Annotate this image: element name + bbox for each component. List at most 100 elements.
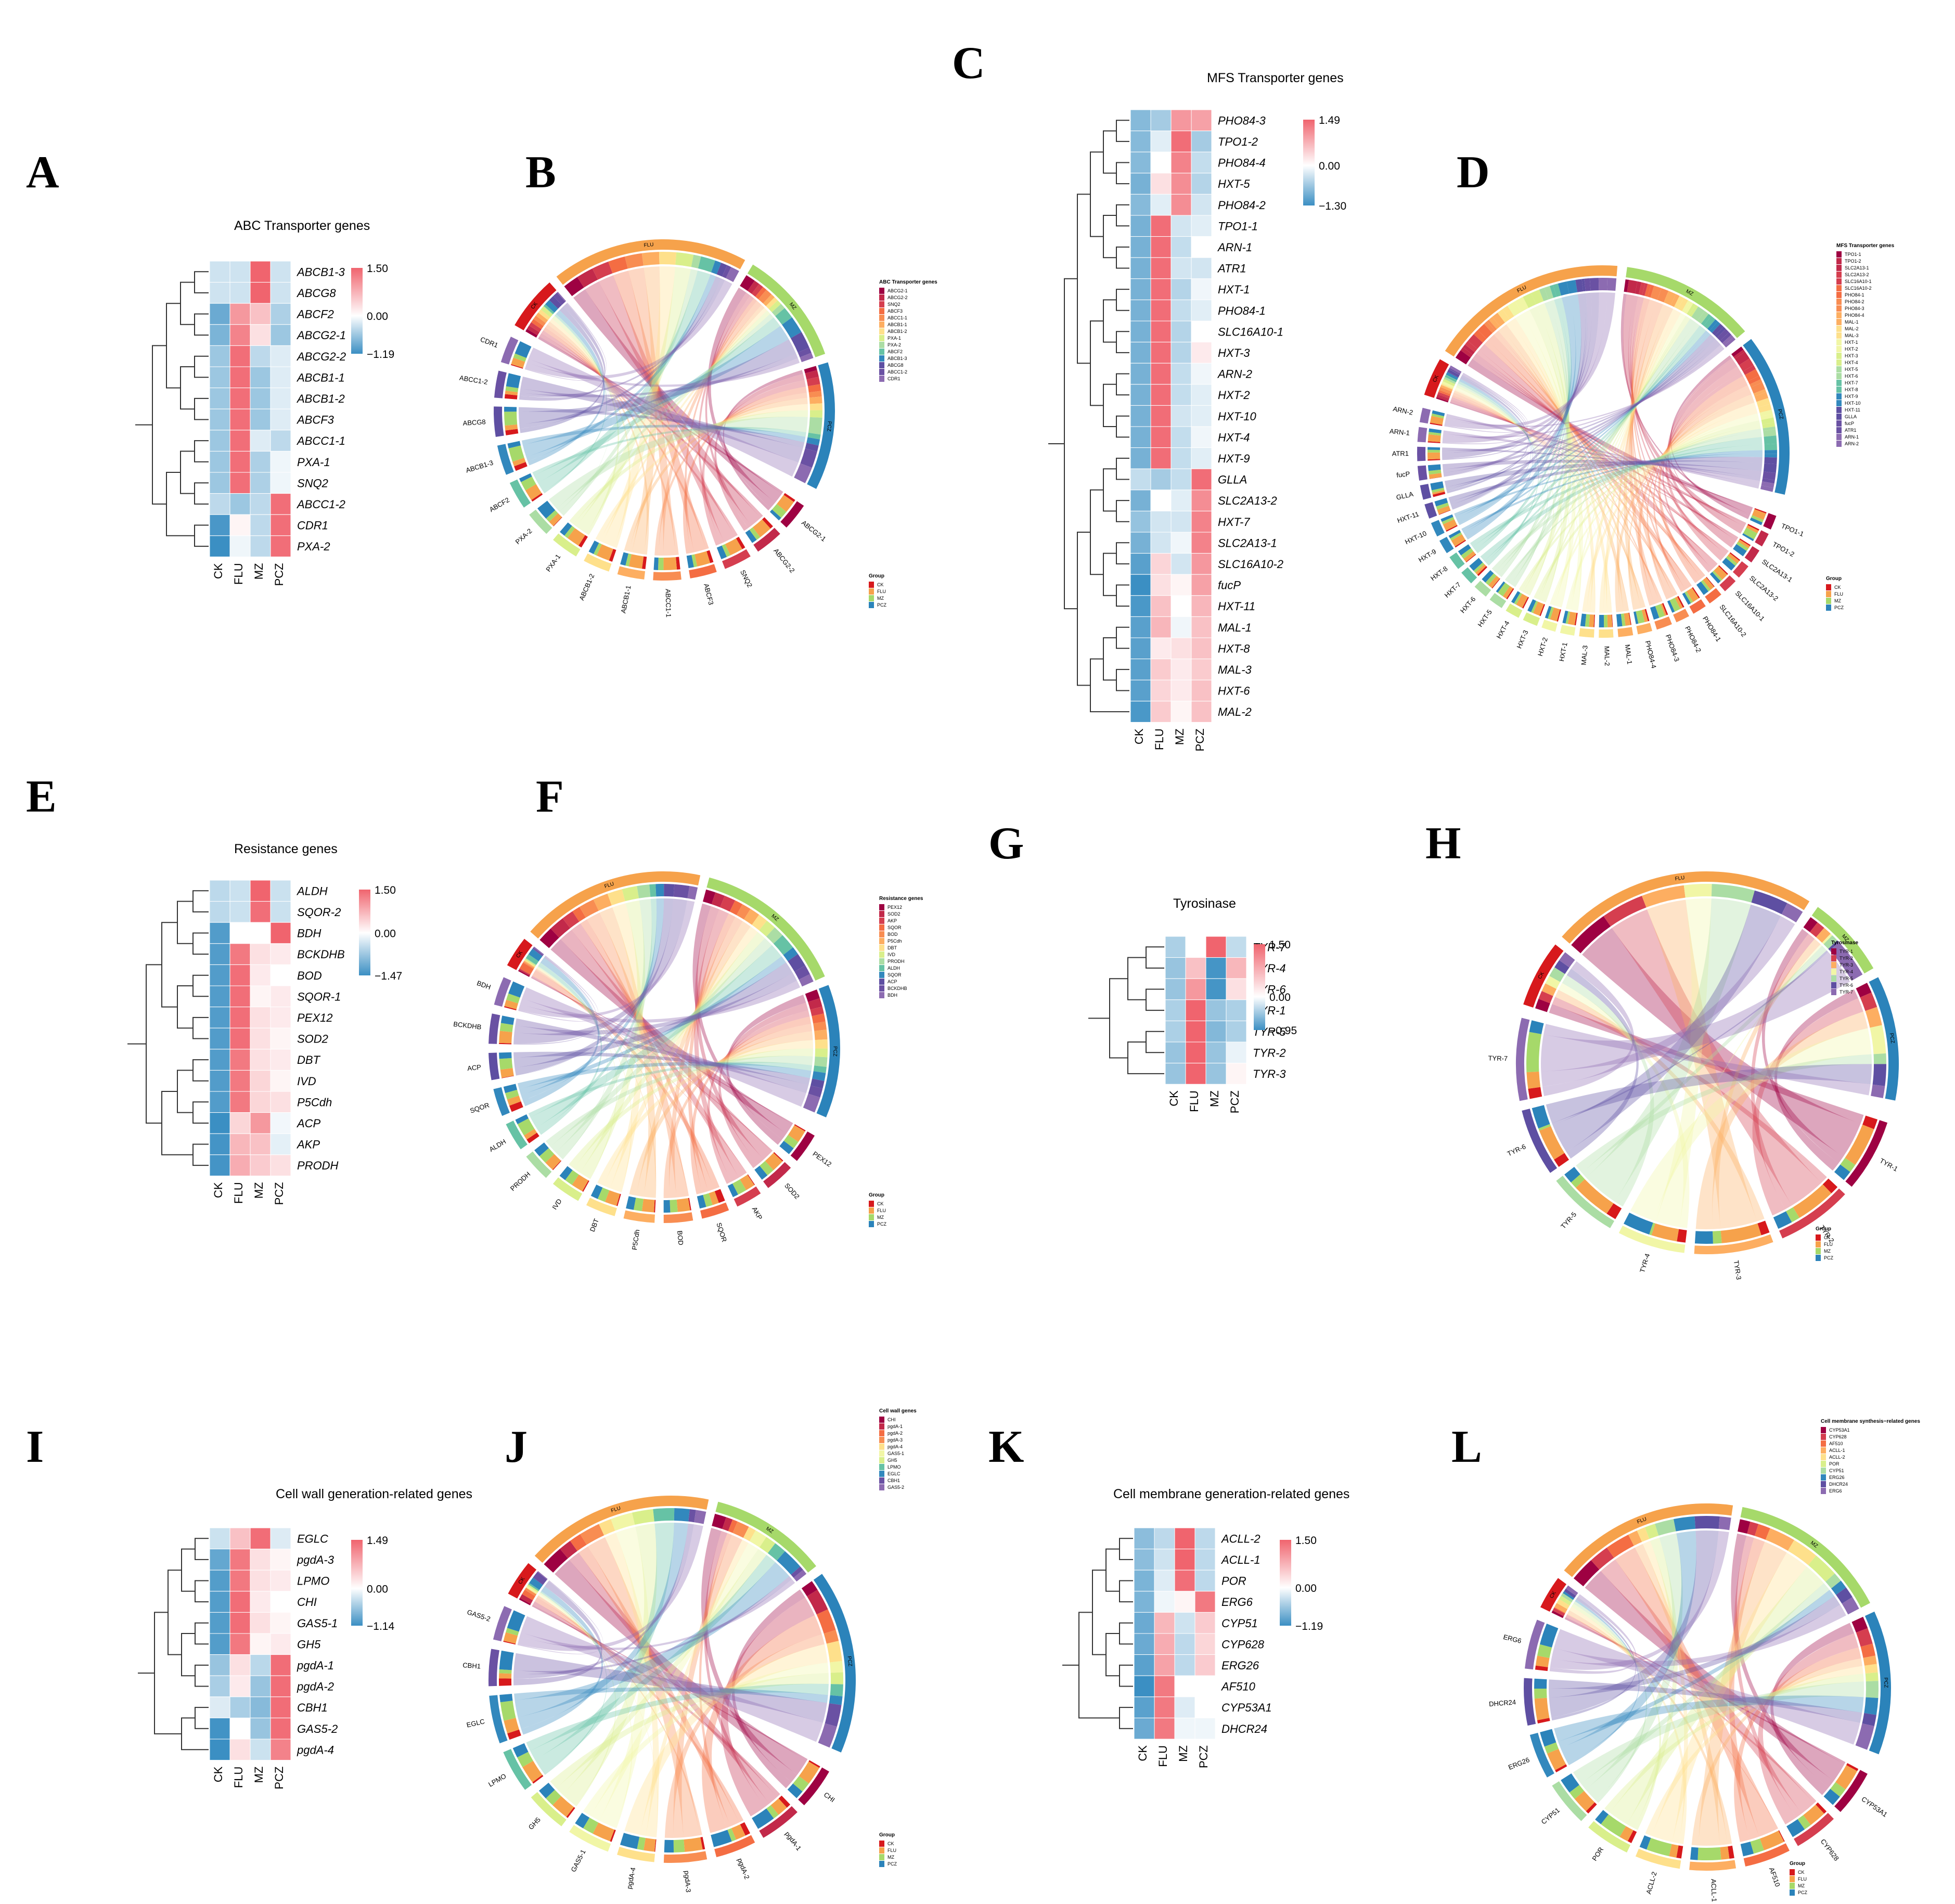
- gene-group-bar: [1482, 570, 1494, 583]
- gene-group-bar: [1750, 517, 1763, 525]
- row-label: PRODH: [297, 1159, 339, 1172]
- group-gene-bar: [1717, 329, 1729, 341]
- heatmap-cell: [1191, 278, 1212, 300]
- gene-group-bar: [604, 1190, 620, 1206]
- heatmap-cell: [1130, 405, 1151, 427]
- group-gene-bar: [674, 1508, 690, 1522]
- heatmap-cell: [1171, 151, 1192, 174]
- group-gene-bar: [1689, 304, 1699, 317]
- legend-swatch: [1836, 373, 1842, 379]
- column-label: FLU: [232, 1767, 245, 1789]
- legend-label: GLLA: [1845, 414, 1857, 419]
- row-label: ACP: [296, 1117, 321, 1130]
- group-gene-bar: [519, 968, 531, 975]
- group-gene-bar: [529, 322, 542, 332]
- gene-sector: [1689, 599, 1706, 614]
- group-gene-bar: [813, 1021, 827, 1031]
- group-gene-bar: [522, 1589, 535, 1601]
- legend-swatch: [1821, 1454, 1826, 1460]
- heatmap-cell: [229, 388, 251, 409]
- gene-group-bar: [499, 1693, 513, 1703]
- gene-group-bar: [1443, 519, 1457, 531]
- heatmap-cell: [270, 451, 291, 473]
- heatmap-cell: [1130, 320, 1151, 343]
- group-gene-bar: [608, 256, 628, 274]
- legend-swatch: [1836, 339, 1842, 345]
- chart-title: Tyrosinase: [1173, 896, 1236, 911]
- heatmap-cell: [1130, 637, 1151, 660]
- gene-group-bar: [499, 1650, 514, 1670]
- legend-swatch: [1836, 346, 1842, 352]
- heatmap-cell: [229, 1527, 251, 1550]
- heatmap-cell: [1154, 1696, 1175, 1718]
- gene-group-bar: [1437, 506, 1451, 514]
- gene-group-bar: [1473, 562, 1485, 573]
- group-gene-bar: [1442, 382, 1454, 389]
- heatmap-cell: [1150, 173, 1172, 195]
- gene-group-bar: [1606, 1203, 1622, 1219]
- gene-group-bar: [1694, 1231, 1713, 1244]
- heatmap-cell: [1226, 957, 1247, 979]
- legend-label: CK: [877, 1201, 884, 1206]
- group-gene-bar: [577, 268, 598, 288]
- chord-ribbon: [514, 1687, 828, 1703]
- group-gene-bar: [1756, 397, 1770, 408]
- heatmap-cell: [229, 1027, 251, 1050]
- group-gene-bar: [1444, 377, 1456, 384]
- legend-label: ERG6: [1829, 1488, 1842, 1494]
- legend-swatch: [879, 931, 884, 937]
- group-gene-bar: [1657, 288, 1669, 303]
- gene-group-bar: [1429, 473, 1442, 479]
- gene-sector: [1618, 1225, 1686, 1253]
- heatmap-cell: [229, 366, 251, 389]
- chord-ribbon: [531, 976, 793, 1124]
- gene-sector: [700, 1202, 729, 1219]
- legend-label: TPO1-1: [1845, 252, 1861, 257]
- chord-ribbon: [538, 336, 783, 494]
- gene-sector: [1588, 1821, 1631, 1852]
- heatmap-cell: [1191, 363, 1212, 385]
- heatmap-cell: [270, 514, 291, 536]
- heatmap-cell: [1130, 679, 1151, 702]
- group-gene-bar: [763, 294, 775, 306]
- gene-group-bar: [597, 1187, 610, 1202]
- legend-label: PHO84-3: [1845, 306, 1864, 311]
- group-gene-bar: [1691, 306, 1705, 321]
- chord-ribbon: [521, 1616, 823, 1742]
- group-gene-bar: [766, 927, 783, 944]
- heatmap-cell: [1171, 426, 1192, 448]
- legend-swatch: [1836, 265, 1842, 271]
- chord-ribbon: [603, 927, 758, 1189]
- gene-sector: [689, 564, 717, 578]
- group-gene-bar: [1571, 916, 1611, 954]
- scale-mid-label: 0.00: [1295, 1583, 1317, 1594]
- group-gene-bar: [1674, 295, 1684, 309]
- heatmap-cell: [270, 388, 291, 409]
- chord-ribbon: [521, 898, 664, 1101]
- chord-ribbon: [624, 397, 808, 552]
- chord-d: TPO1-1TPO1-2SLC2A13-1SLC2A13-2SLC16A10-1…: [1389, 243, 1894, 669]
- group-gene-bar: [1627, 279, 1638, 294]
- legend-swatch: [1836, 332, 1842, 339]
- heatmap-cell: [270, 1675, 291, 1697]
- heatmap-cell: [270, 324, 291, 346]
- color-scale-bar: [351, 268, 363, 354]
- gene-sector: [1424, 502, 1437, 519]
- legend-label: HXT-10: [1845, 401, 1861, 406]
- group-gene-bar: [1473, 330, 1487, 343]
- gene-group-bar: [1623, 1212, 1653, 1235]
- heatmap-cell: [209, 430, 230, 452]
- gene-group-bar: [565, 1170, 579, 1185]
- gene-group-bar: [507, 441, 521, 448]
- heatmap-cell: [229, 1739, 251, 1761]
- chord-ribbon: [1522, 310, 1576, 608]
- legend-label: PCZ: [888, 1861, 897, 1867]
- heatmap-cell: [1191, 447, 1212, 469]
- chord-ribbon: [1551, 1604, 1846, 1667]
- gene-group-bar: [512, 457, 526, 467]
- group-gene-bar: [1764, 449, 1777, 454]
- chord-ribbon: [1554, 1695, 1864, 1742]
- heatmap-cell: [250, 1739, 271, 1761]
- group-gene-bar: [1697, 311, 1709, 324]
- gene-group-bar: [609, 549, 616, 562]
